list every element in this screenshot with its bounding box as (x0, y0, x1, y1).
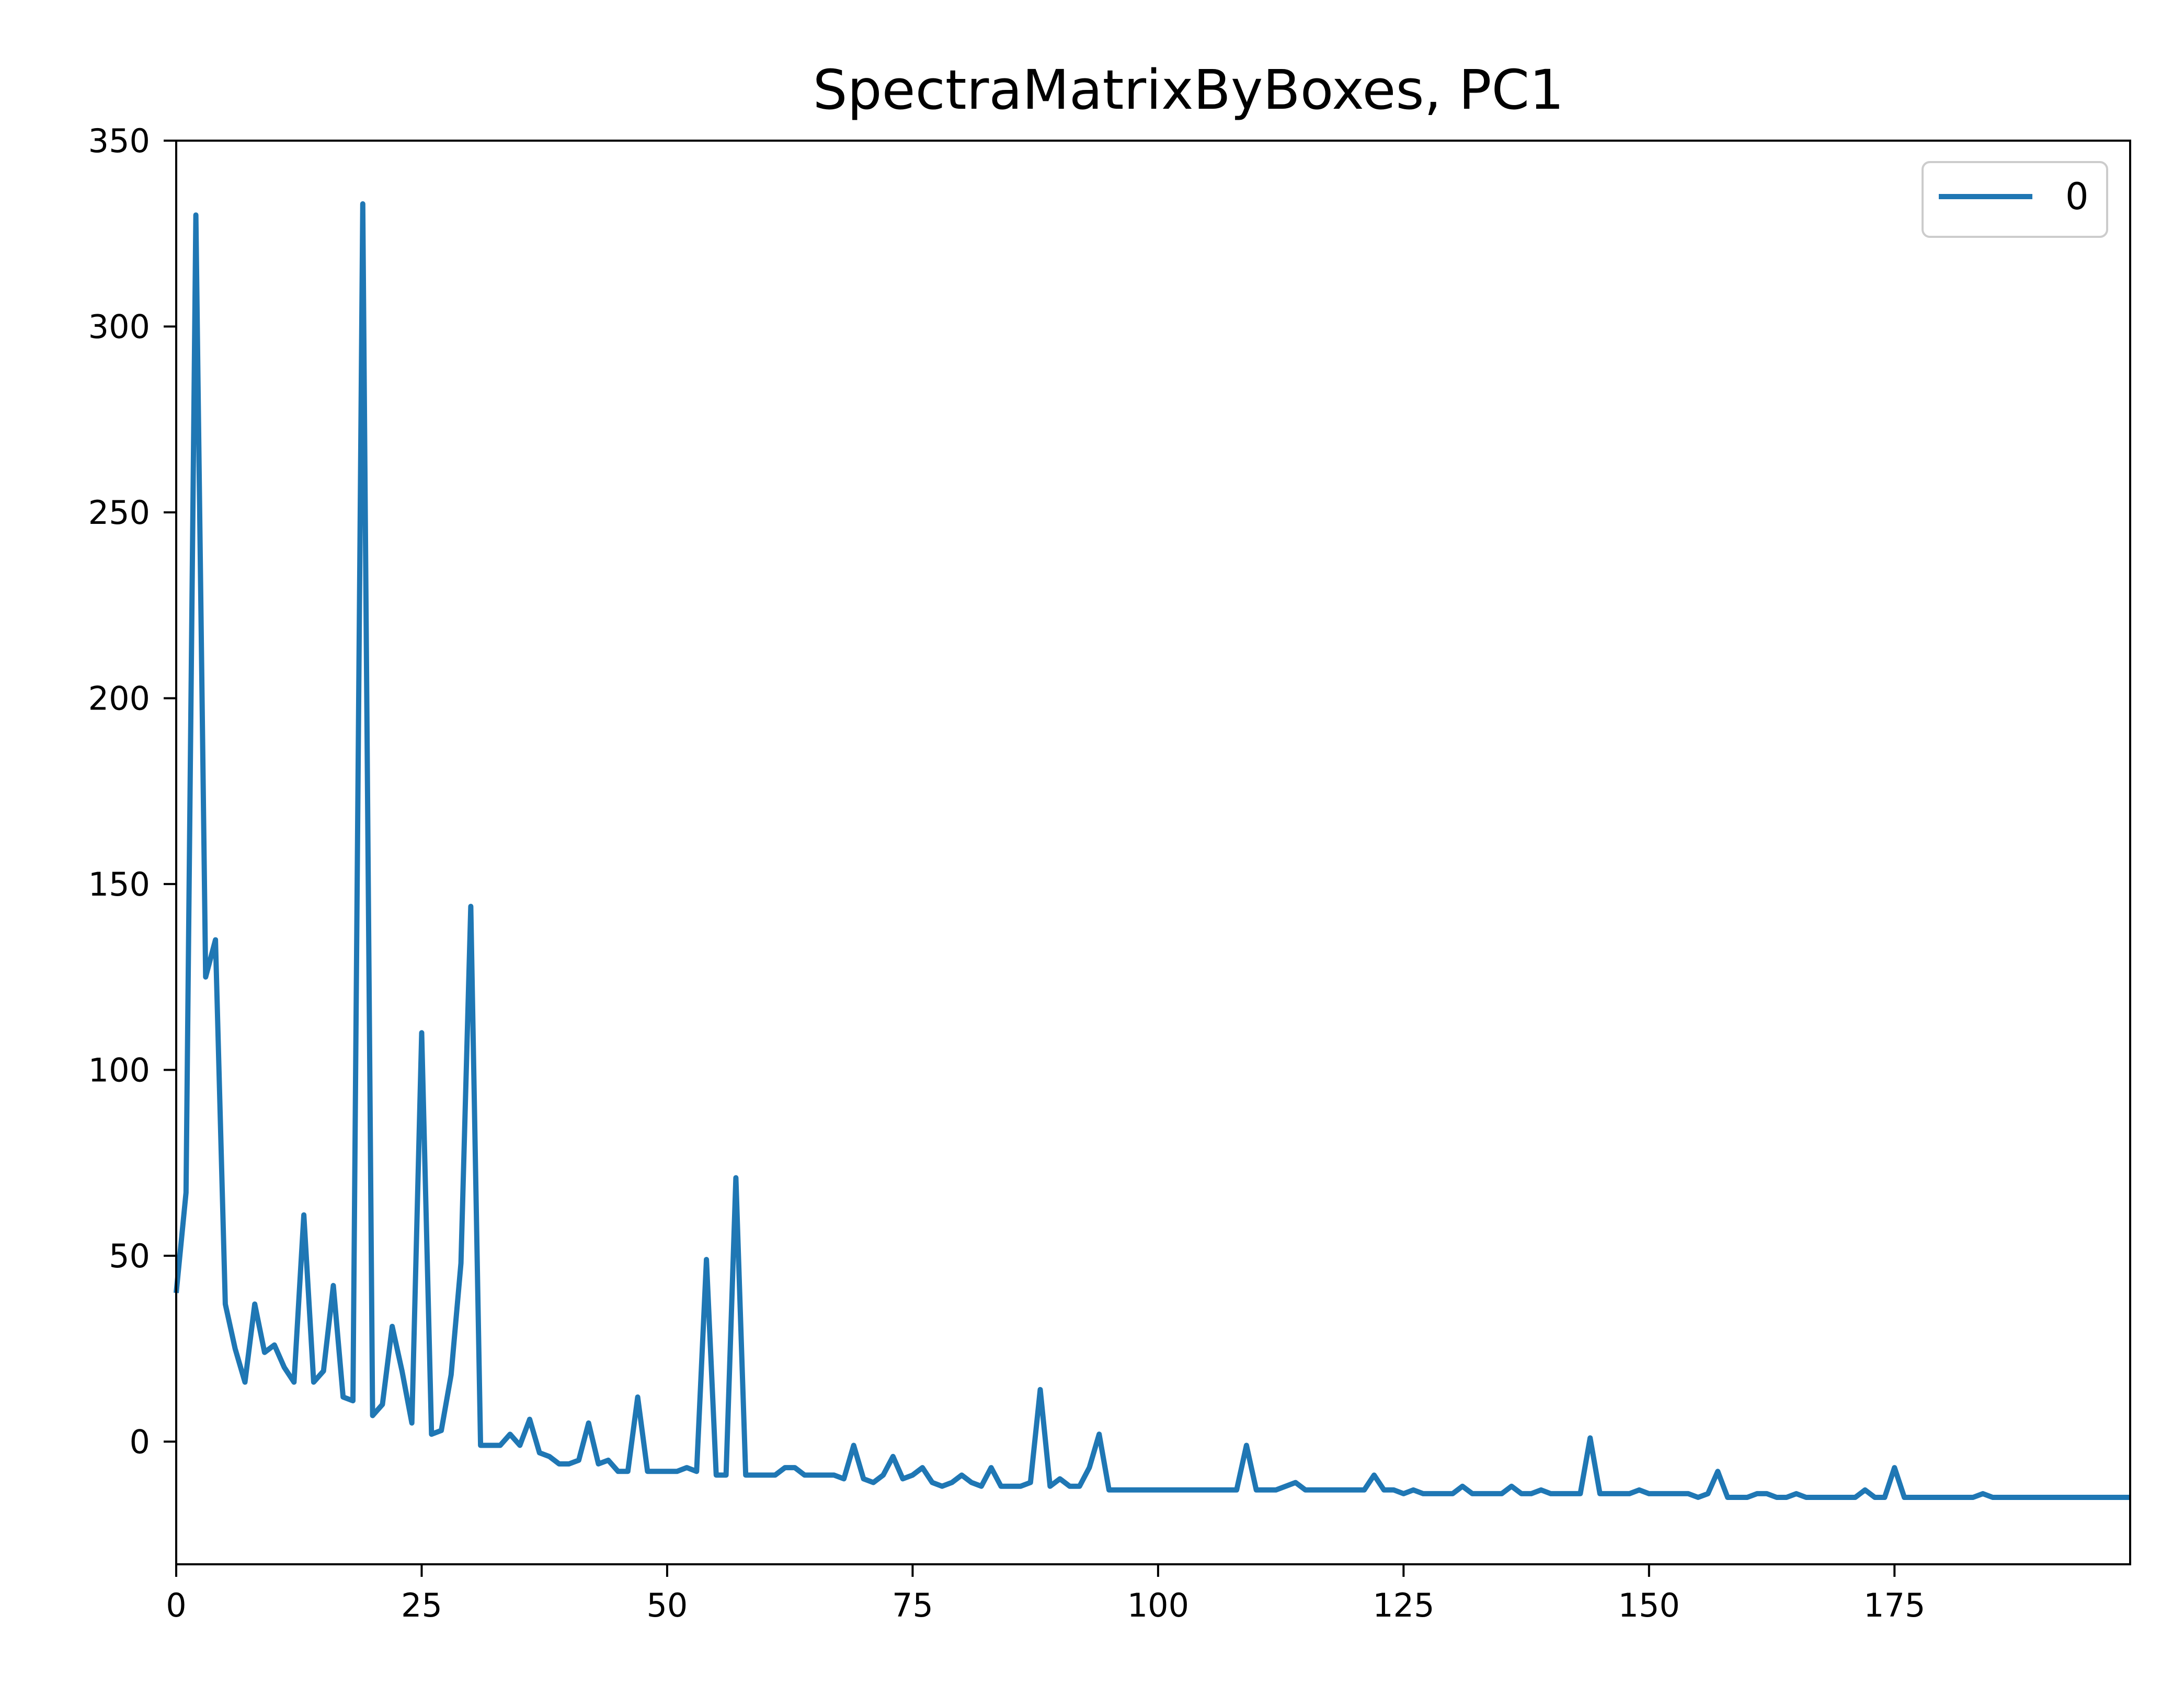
y-tick-label: 100 (88, 1051, 150, 1089)
x-tick-label: 125 (1373, 1586, 1434, 1624)
y-tick-label: 150 (88, 865, 150, 903)
x-tick-label: 100 (1127, 1586, 1189, 1624)
plot-area (174, 140, 2131, 1565)
x-tick-label: 150 (1618, 1586, 1680, 1624)
y-tick-label: 300 (88, 307, 150, 346)
x-axis: 0 25 50 75 100 125 150 175 (166, 1564, 1925, 1624)
legend-label: 0 (2065, 175, 2089, 218)
y-tick-label: 0 (130, 1423, 150, 1461)
chart-title: SpectraMatrixByBoxes, PC1 (813, 58, 1564, 122)
series-line-0 (174, 201, 2130, 1500)
y-tick-label: 50 (109, 1237, 150, 1275)
y-tick-label: 350 (88, 122, 150, 160)
x-tick-label: 75 (892, 1586, 933, 1624)
legend: 0 (1922, 161, 2108, 238)
x-tick-label: 175 (1863, 1586, 1925, 1624)
y-tick-label: 200 (88, 679, 150, 717)
x-tick-label: 50 (646, 1586, 688, 1624)
legend-box (1922, 161, 2108, 238)
y-tick-label: 250 (88, 494, 150, 532)
x-tick-label: 0 (166, 1586, 186, 1624)
plot-frame (175, 140, 2131, 1565)
y-axis: 0 50 100 150 200 250 300 350 (88, 122, 176, 1461)
x-tick-label: 25 (401, 1586, 442, 1624)
